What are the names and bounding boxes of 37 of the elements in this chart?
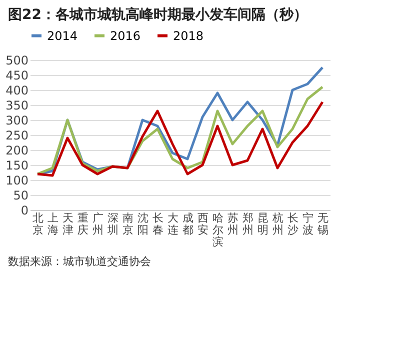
y-tick-label: 150: [6, 158, 28, 172]
x-tick-label: 广州: [92, 212, 104, 236]
y-tick-label: 500: [6, 54, 28, 68]
y-tick-label: 0: [20, 204, 28, 218]
x-tick-label: 深圳: [106, 212, 118, 236]
y-tick-label: 100: [6, 174, 28, 188]
y-tick-label: 300: [6, 114, 28, 128]
x-tick-label: 长春: [152, 212, 164, 236]
chart-title: 图22：各城市城轨高峰时期最小发车间隔（秒）: [7, 6, 308, 24]
line-series: [36, 100, 324, 177]
x-tick-label: 成都: [182, 212, 194, 236]
x-tick-label: 哈尔滨: [212, 212, 224, 248]
x-tick-label: 郑州: [242, 212, 254, 236]
y-tick-label: 450: [6, 68, 28, 82]
x-tick-label: 无锡: [316, 212, 328, 236]
x-tick-label: 杭州: [272, 212, 284, 236]
x-tick-label: 苏州: [228, 212, 238, 236]
source-note: 数据来源：城市轨道交通协会: [7, 254, 152, 270]
x-tick-label: 昆明: [258, 212, 268, 236]
x-tick-label: 沈阳: [138, 212, 148, 236]
y-tick-label: 350: [6, 98, 28, 112]
y-tick-label: 250: [6, 128, 28, 142]
x-tick-label: 北京: [32, 212, 44, 236]
x-tick-label: 重庆: [78, 212, 88, 236]
x-tick-label: 宁波: [302, 212, 314, 236]
x-tick-label: 大连: [168, 212, 178, 236]
x-tick-label: 南京: [122, 212, 134, 236]
y-tick-label: 50: [13, 188, 28, 202]
legend-label: 2018: [173, 28, 204, 43]
legend-label: 2014: [47, 28, 78, 43]
legend-label: 2016: [110, 28, 141, 43]
x-tick-label: 西安: [198, 212, 208, 236]
x-tick-label: 天津: [62, 212, 74, 236]
y-tick-label: 200: [6, 144, 28, 158]
x-tick-label: 上海: [48, 212, 58, 236]
x-tick-label: 长沙: [288, 212, 298, 236]
y-tick-label: 400: [6, 84, 28, 98]
